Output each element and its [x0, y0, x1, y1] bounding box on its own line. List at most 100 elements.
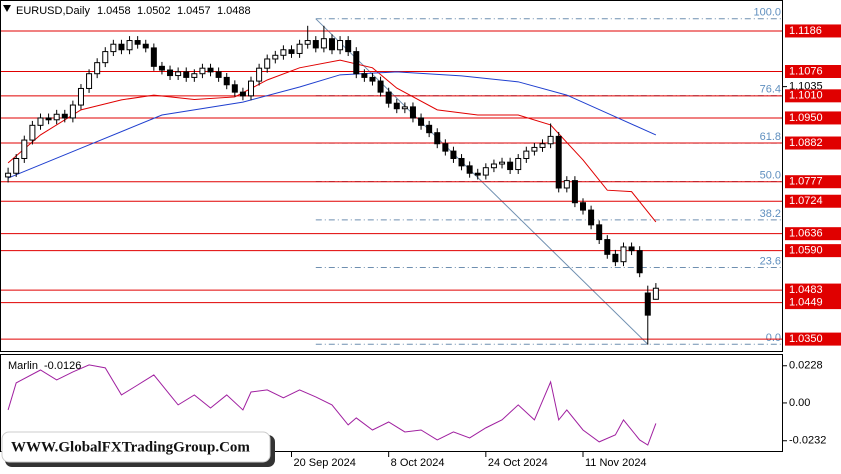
level-tag — [785, 194, 841, 208]
x-tick-label: 24 Oct 2024 — [488, 457, 548, 469]
candle-body — [5, 172, 12, 178]
candle-body — [248, 80, 255, 97]
candle-body — [620, 246, 627, 263]
candle-body — [596, 224, 603, 241]
candle-body — [474, 172, 481, 176]
candle-body — [523, 150, 530, 159]
candle-body — [531, 146, 538, 152]
candle-body — [507, 161, 514, 171]
candle-body — [288, 49, 295, 54]
candle-body — [345, 40, 352, 53]
candle-body — [361, 73, 368, 78]
candle-body — [256, 67, 263, 82]
candle-body — [434, 132, 441, 145]
menu-triangle[interactable] — [3, 5, 11, 12]
level-tag — [785, 283, 841, 297]
candle-body — [118, 43, 125, 51]
x-tick-label: 20 Sep 2024 — [293, 457, 355, 469]
level-label: 1.0636 — [789, 228, 823, 240]
candle-body — [304, 40, 311, 45]
level-tag — [785, 65, 841, 79]
candle-body — [644, 292, 651, 316]
indicator-value: -0.0126 — [44, 360, 81, 372]
candle-body — [320, 38, 327, 49]
ohlc-open: 1.0458 — [97, 5, 131, 17]
candle-body — [337, 40, 344, 51]
fib-label: 0.0 — [766, 332, 781, 344]
candle-body — [401, 106, 408, 110]
price-frame — [0, 0, 783, 352]
candle-body — [86, 73, 93, 89]
candle-body — [588, 209, 595, 226]
indicator-pane: 0.0228 0.00 -0.0232 — [7, 360, 826, 447]
candle-body — [13, 157, 20, 174]
candle-body — [29, 124, 36, 141]
level-label: 1.0449 — [789, 297, 823, 309]
level-tag — [785, 24, 841, 38]
candle-body — [142, 43, 149, 49]
ohlc-low: 1.0457 — [177, 5, 211, 17]
candle-body — [223, 76, 230, 86]
candle-body — [158, 65, 165, 71]
level-label: 1.0882 — [789, 137, 823, 149]
y-tick-label: 0.00 — [789, 397, 810, 409]
candle-body — [69, 104, 76, 119]
candle-body — [377, 80, 384, 93]
candle-body — [102, 51, 109, 64]
candle-body — [555, 135, 562, 189]
level-tag — [785, 332, 841, 346]
candle-body — [393, 102, 400, 110]
candle-body — [37, 117, 44, 126]
candle-body — [612, 253, 619, 263]
candle-body — [604, 239, 611, 255]
candle-body — [21, 139, 28, 159]
candle-body — [53, 113, 60, 121]
indicator-title: Marlin — [8, 360, 38, 372]
level-tag — [785, 244, 841, 258]
price-pane: 1.1035100.076.461.850.038.223.60.01.1186… — [0, 7, 841, 469]
fib-label: 100.0 — [753, 7, 781, 19]
candle-body — [167, 69, 174, 77]
level-label: 1.1076 — [789, 65, 823, 77]
candle-body — [636, 250, 643, 274]
fib-label: 38.2 — [760, 208, 781, 220]
candle-body — [175, 71, 182, 77]
candle-body — [628, 246, 635, 252]
candle-body — [579, 202, 586, 211]
level-label: 1.1186 — [789, 25, 822, 37]
level-tag — [785, 227, 841, 241]
candle-body — [409, 106, 416, 119]
candle-body — [369, 76, 376, 82]
candle-body — [45, 117, 52, 121]
candle-body — [183, 71, 190, 78]
candle-body — [458, 157, 465, 167]
indicator-frame — [0, 354, 783, 452]
candle-body — [482, 167, 489, 176]
candle-body — [150, 47, 157, 67]
level-label: 1.1010 — [789, 90, 823, 102]
candle-body — [563, 180, 570, 189]
fib-label: 50.0 — [760, 169, 781, 181]
level-tag — [785, 89, 841, 103]
candle-body — [547, 135, 554, 145]
candle-body — [207, 67, 214, 73]
x-tick-label: 11 Nov 2024 — [585, 457, 647, 469]
candle-body — [110, 43, 117, 53]
candle-body — [328, 38, 335, 51]
candle-body — [94, 62, 101, 75]
candle-body — [280, 49, 287, 56]
candle-body — [312, 40, 319, 49]
level-tag — [785, 136, 841, 150]
y-tick-label: -0.0232 — [789, 435, 826, 447]
candle-body — [426, 124, 433, 134]
candle-body — [61, 113, 68, 119]
candle-body — [199, 67, 206, 75]
candle-body — [499, 161, 506, 165]
candle-body — [296, 43, 303, 54]
candle-body — [134, 40, 141, 45]
level-tag — [785, 296, 841, 310]
level-tag — [785, 111, 841, 125]
